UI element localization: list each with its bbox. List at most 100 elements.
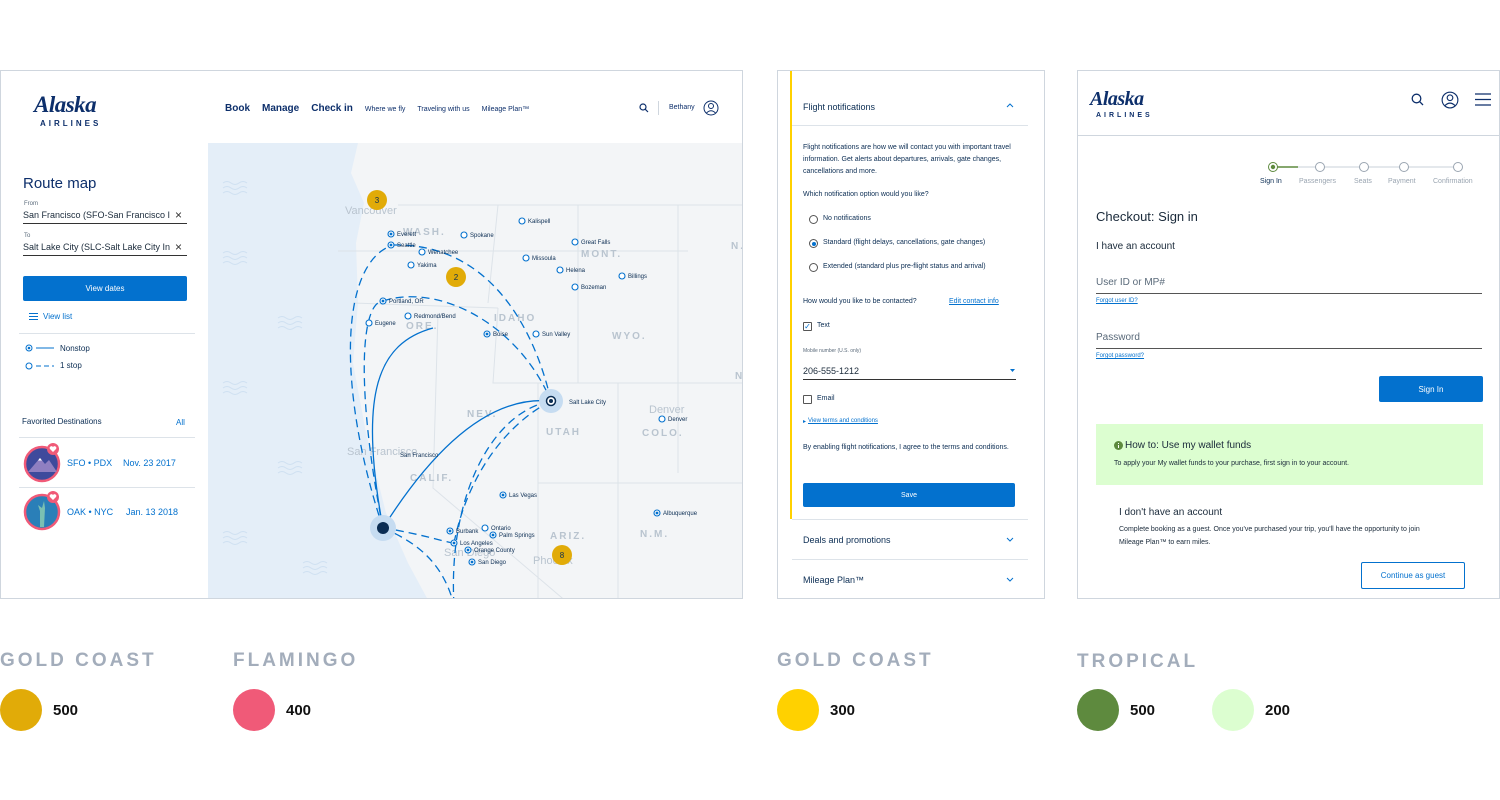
- city-marker[interactable]: [518, 217, 526, 225]
- route-nonstop-line: [382, 399, 552, 529]
- radio-no-notifications[interactable]: [809, 215, 818, 224]
- logo-wordmark: Alaska: [34, 92, 97, 117]
- view-dates-button[interactable]: View dates: [23, 276, 187, 301]
- forgot-user-id-link[interactable]: Forgot user ID?: [1096, 298, 1138, 304]
- user-id-underline: [1096, 293, 1482, 294]
- nav-mileage[interactable]: Mileage Plan™: [481, 106, 530, 113]
- favorite-item[interactable]: OAK • NYC Jan. 13 2018: [23, 491, 195, 533]
- favorites-all-link[interactable]: All: [176, 418, 185, 427]
- city-marker[interactable]: [571, 238, 579, 246]
- notifications-panel: Flight notifications Flight notification…: [777, 70, 1045, 599]
- state-label: CALIF.: [410, 473, 453, 484]
- deals-header[interactable]: Deals and promotions: [803, 535, 891, 545]
- route-map-panel: Alaska AIRLINES Book Manage Check in Whe…: [0, 70, 743, 599]
- divider: [792, 559, 1028, 560]
- one-stop-legend-icon: [25, 362, 54, 370]
- route-line: [382, 527, 453, 598]
- city-marker[interactable]: [658, 415, 666, 423]
- city-label: Kalispell: [528, 219, 550, 225]
- favorite-item[interactable]: SFO • PDX Nov. 23 2017: [23, 443, 195, 485]
- nav-book[interactable]: Book: [225, 103, 250, 114]
- city-marker[interactable]: [618, 272, 626, 280]
- sfo-marker[interactable]: [377, 522, 389, 534]
- menu-icon[interactable]: [1475, 93, 1491, 106]
- save-button[interactable]: Save: [803, 483, 1015, 507]
- email-option-label: Email: [817, 395, 835, 402]
- city-marker-dot: [491, 533, 495, 537]
- to-label: To: [24, 233, 31, 239]
- city-marker[interactable]: [522, 254, 530, 262]
- sign-in-button[interactable]: Sign In: [1379, 376, 1483, 402]
- terms-link[interactable]: View terms and conditions: [808, 418, 878, 424]
- route-map[interactable]: WASH. MONT. IDAHO ORE. WYO. NEV. UTAH CO…: [208, 143, 743, 599]
- swatch-value: 200: [1265, 702, 1291, 719]
- mobile-number-field[interactable]: 206-555-1212: [803, 366, 860, 376]
- nav-where-we-fly[interactable]: Where we fly: [364, 106, 406, 113]
- from-label: From: [24, 201, 38, 207]
- user-id-input[interactable]: User ID or MP#: [1096, 277, 1165, 288]
- chevron-down-icon[interactable]: [1006, 537, 1014, 543]
- to-field[interactable]: Salt Lake City (SLC-Salt Lake City In: [23, 242, 174, 256]
- divider: [792, 519, 1028, 520]
- city-marker[interactable]: [460, 231, 468, 239]
- cluster-badge[interactable]: [552, 545, 572, 565]
- text-option-label: Text: [817, 322, 830, 329]
- howto-text: To apply your My wallet funds to your pu…: [1114, 460, 1350, 467]
- city-label: Billings: [628, 274, 647, 280]
- city-marker[interactable]: [481, 524, 489, 532]
- alaska-logo[interactable]: Alaska AIRLINES: [34, 93, 101, 128]
- nav-checkin[interactable]: Check in: [311, 103, 353, 114]
- radio-standard[interactable]: [809, 239, 818, 248]
- alaska-logo[interactable]: Alaska AIRLINES: [1090, 89, 1153, 119]
- dropdown-caret-icon[interactable]: [1010, 369, 1015, 372]
- chevron-up-icon[interactable]: [1006, 102, 1014, 108]
- swatch-circle: [233, 689, 275, 731]
- view-list-link[interactable]: View list: [43, 312, 73, 321]
- clear-from-icon[interactable]: ×: [175, 208, 183, 222]
- swatch-group-title: FLAMINGO: [233, 650, 359, 671]
- nav-traveling[interactable]: Traveling with us: [417, 106, 470, 113]
- city-label: Palm Springs: [499, 533, 535, 539]
- city-label: Denver: [668, 417, 687, 423]
- email-checkbox[interactable]: [803, 395, 812, 404]
- password-underline: [1096, 348, 1482, 349]
- city-label: Eugene: [375, 321, 396, 327]
- city-label: Los Angeles: [460, 541, 493, 547]
- password-input[interactable]: Password: [1096, 332, 1140, 343]
- cluster-badge[interactable]: [367, 190, 387, 210]
- user-icon[interactable]: [703, 100, 719, 116]
- howto-title: How to: Use my wallet funds: [1125, 440, 1252, 451]
- header-divider: [1078, 135, 1499, 136]
- from-field[interactable]: San Francisco (SFO-San Francisco I: [23, 210, 174, 224]
- city-marker[interactable]: [407, 261, 415, 269]
- main-nav: Book Manage Check in Where we fly Travel…: [225, 103, 529, 114]
- radio-extended[interactable]: [809, 263, 818, 272]
- state-label: WYO.: [612, 331, 647, 342]
- clear-to-icon[interactable]: ×: [175, 240, 183, 254]
- city-marker[interactable]: [532, 330, 540, 338]
- mileage-header[interactable]: Mileage Plan™: [803, 575, 865, 585]
- forgot-password-link[interactable]: Forgot password?: [1096, 353, 1145, 359]
- nav-manage[interactable]: Manage: [262, 103, 300, 114]
- city-label: Ontario: [491, 526, 511, 532]
- user-icon[interactable]: [1441, 91, 1459, 109]
- city-marker[interactable]: [571, 283, 579, 291]
- edit-contact-link[interactable]: Edit contact info: [949, 298, 999, 305]
- search-icon[interactable]: [1411, 93, 1424, 106]
- city-marker[interactable]: [365, 319, 373, 327]
- continue-as-guest-button[interactable]: Continue as guest: [1361, 562, 1465, 589]
- city-marker[interactable]: [556, 266, 564, 274]
- city-marker[interactable]: [404, 312, 412, 320]
- cluster-badge[interactable]: [446, 267, 466, 287]
- step-confirmation: Confirmation: [1433, 178, 1473, 185]
- chevron-down-icon[interactable]: [1006, 577, 1014, 583]
- search-icon[interactable]: [639, 103, 649, 113]
- flight-notifications-header[interactable]: Flight notifications: [803, 102, 876, 112]
- user-name[interactable]: Bethany: [669, 104, 695, 111]
- city-label: Redmond/Bend: [414, 314, 456, 320]
- city-marker[interactable]: [418, 248, 426, 256]
- favorite-route: OAK • NYC: [67, 507, 114, 517]
- city-marker-dot: [466, 548, 470, 552]
- wallet-howto-box: [1096, 424, 1483, 485]
- text-checkbox[interactable]: ✓: [803, 322, 812, 331]
